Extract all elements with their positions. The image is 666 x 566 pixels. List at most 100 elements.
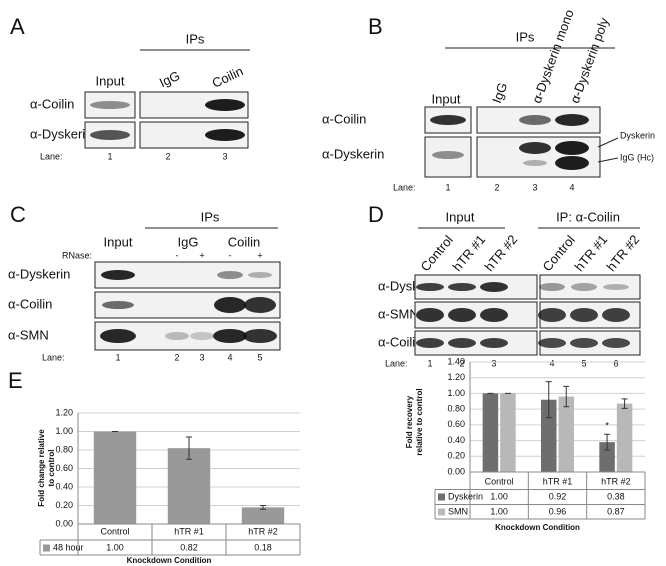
blot-band: [538, 338, 566, 348]
row-label: α-Dyskerin: [8, 266, 70, 281]
lane-number: 4: [227, 352, 232, 362]
blot-band: [190, 332, 214, 340]
y-tick-label: 0.80: [447, 404, 465, 414]
column-label: hTR #1: [571, 232, 610, 274]
column-label: Control: [539, 232, 578, 274]
column-label: IgG: [178, 234, 199, 249]
y-axis-label: Fold change relative: [37, 429, 46, 507]
column-label: IgG: [157, 68, 182, 90]
x-axis-label: Knockdown Condition: [495, 523, 580, 532]
blot-band: [430, 115, 466, 125]
column-label: Input: [96, 73, 125, 88]
blot-band: [213, 329, 247, 343]
value-label: 0.38: [607, 491, 625, 501]
row-label: α-Dyskerin: [322, 146, 384, 161]
blot-band: [102, 301, 134, 309]
blot-band: [416, 283, 444, 291]
blot-band: [205, 99, 245, 111]
bar: [500, 393, 516, 472]
value-label: 1.00: [106, 542, 124, 552]
blot-band: [523, 160, 547, 166]
pointer: [597, 157, 619, 163]
blot-band: [602, 308, 630, 322]
lane-number: 6: [613, 358, 618, 368]
blot-band: [448, 283, 476, 291]
rnase-sign: +: [199, 250, 204, 260]
blot-band: [90, 101, 130, 109]
band-annotation: IgG (Hc): [620, 152, 654, 162]
group-label: IPs: [516, 29, 535, 44]
legend-swatch: [438, 508, 445, 516]
error-bar: [621, 398, 628, 409]
row-label: α-SMN: [8, 327, 49, 342]
lane-number: 2: [165, 151, 170, 161]
lane-number: 1: [107, 151, 112, 161]
blot-band: [571, 283, 597, 291]
blot-band: [416, 338, 444, 348]
y-axis-label: relative to control: [415, 388, 424, 455]
row-label: α-Coilin: [322, 111, 366, 126]
blot-band: [555, 156, 589, 170]
y-tick-label: 0.20: [55, 500, 73, 510]
column-label: Coilin: [228, 234, 261, 249]
legend-label: Dyskerin: [448, 491, 483, 501]
x-axis-label: Knockdown Condition: [127, 556, 212, 565]
column-label: IgG: [489, 80, 510, 105]
bar: [167, 448, 211, 524]
blot-band: [100, 329, 136, 343]
panel-label: A: [10, 14, 25, 39]
legend-swatch: [438, 493, 445, 501]
y-tick-label: 0.60: [447, 419, 465, 429]
error-bar: [260, 505, 266, 510]
blot-band: [217, 271, 243, 279]
y-tick-label: 0.80: [55, 444, 73, 454]
bar: [599, 442, 615, 472]
blot-band: [165, 332, 189, 340]
value-label: 0.18: [254, 542, 272, 552]
rnase-title: RNase:: [62, 250, 92, 260]
legend-label: 48 hour: [53, 542, 84, 552]
rnase-sign: -: [229, 250, 232, 260]
blot-band: [448, 308, 476, 322]
value-label: 0.96: [549, 506, 567, 516]
error-bar: [563, 385, 570, 408]
y-tick-label: 1.20: [447, 372, 465, 382]
lane-number: 5: [581, 358, 586, 368]
value-label: 0.92: [549, 491, 567, 501]
y-axis-label: to control: [47, 450, 56, 487]
group-label: IPs: [186, 31, 205, 46]
error-bar: [186, 436, 192, 460]
band-annotation: Dyskerin: [620, 130, 655, 140]
value-label: 0.82: [180, 542, 198, 552]
lane-number: 4: [549, 358, 554, 368]
x-tick-label: Control: [100, 526, 129, 536]
blot-band: [432, 151, 464, 159]
bar: [616, 403, 633, 472]
panel-label: B: [368, 14, 383, 39]
lane-number: 4: [569, 182, 574, 192]
y-tick-label: 0.60: [55, 463, 73, 473]
bar: [482, 393, 499, 472]
row-label: α-Coilin: [378, 334, 422, 349]
blot-band: [538, 308, 566, 322]
panel-label: C: [10, 202, 26, 227]
value-label: 1.00: [490, 506, 508, 516]
lane-title: Lane:: [393, 182, 416, 192]
blot-band: [448, 338, 476, 348]
column-label: hTR #2: [481, 232, 520, 274]
y-tick-label: 1.00: [447, 388, 465, 398]
y-tick-label: 1.00: [55, 426, 73, 436]
blot-band: [248, 272, 272, 278]
y-tick-label: 0.40: [447, 435, 465, 445]
column-label: Control: [417, 232, 456, 274]
group-label: IP: α-Coilin: [556, 209, 620, 224]
blot-band: [519, 115, 551, 125]
y-tick-label: 1.20: [55, 407, 73, 417]
group-label: Input: [446, 209, 475, 224]
blot: [539, 274, 641, 300]
blot-band: [244, 297, 276, 313]
blot-band: [603, 284, 629, 290]
column-label: Coilin: [210, 63, 246, 90]
lane-number: 3: [491, 358, 496, 368]
